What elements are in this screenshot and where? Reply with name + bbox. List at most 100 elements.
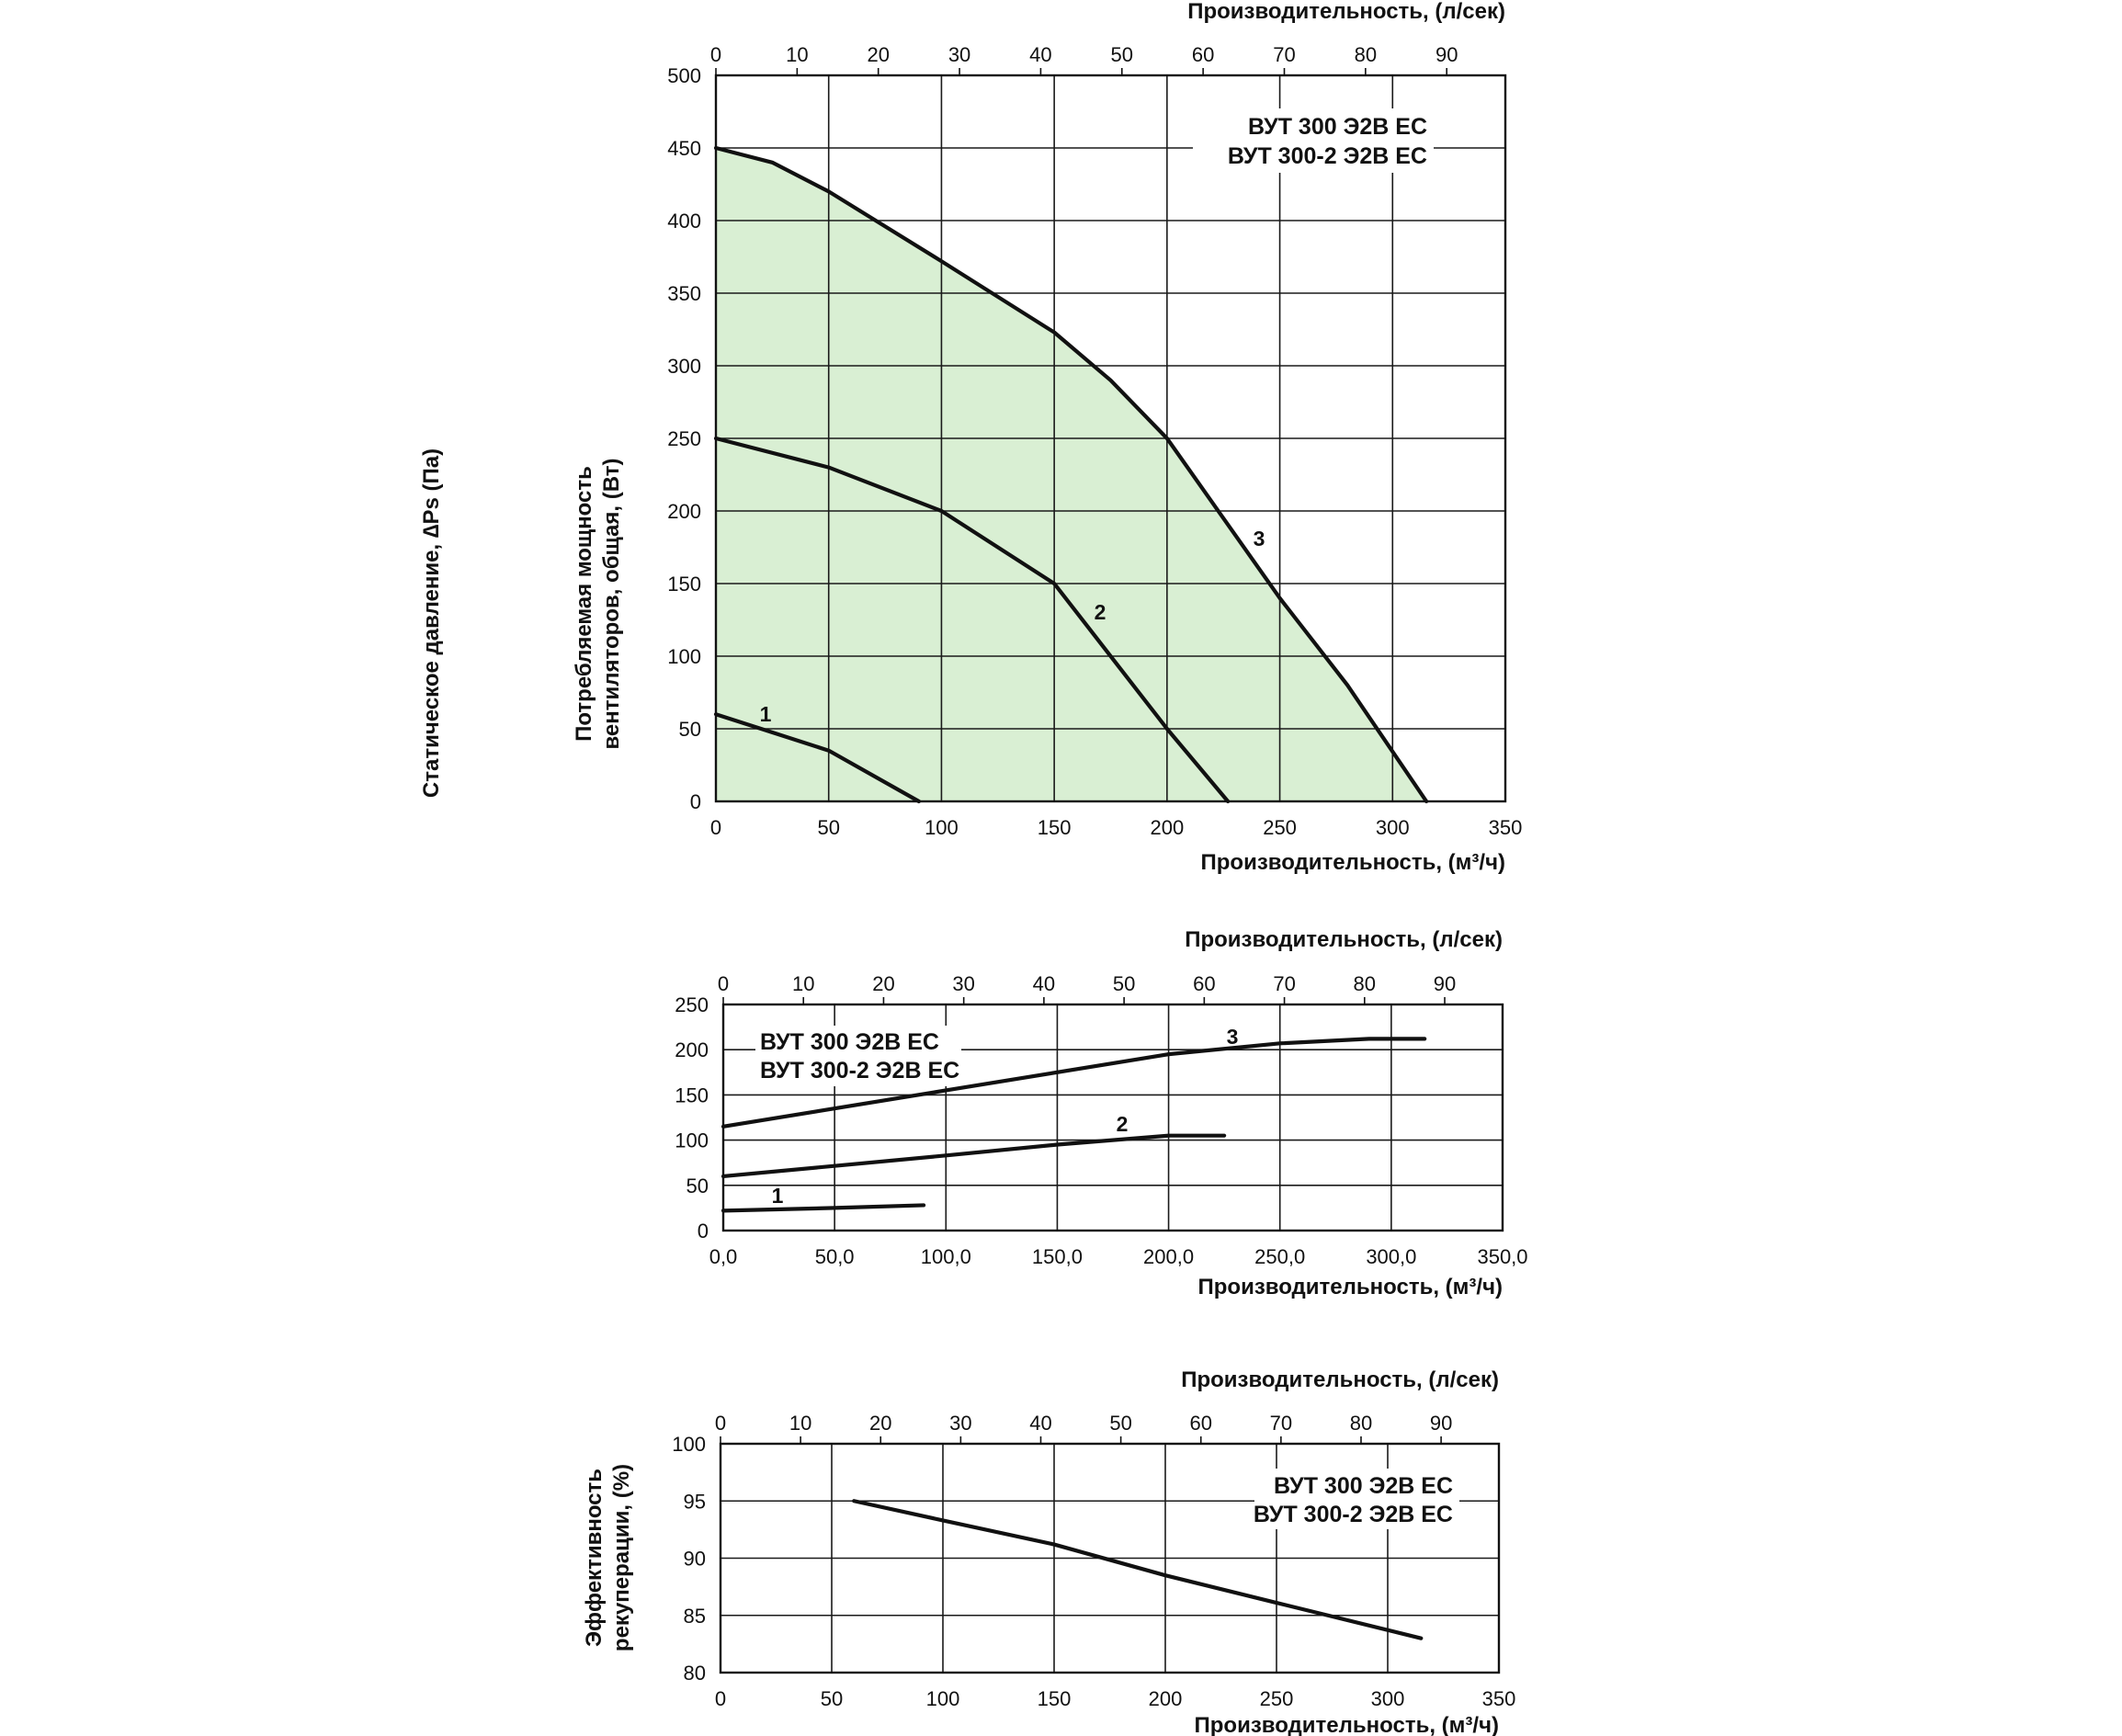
x-axis-tick-label: 100 bbox=[926, 1687, 960, 1710]
x-axis-title: Производительность, (м³/ч) bbox=[1195, 1713, 1500, 1736]
power-chart: 0 10 20 30 40 50 60 70 80 900,0 50,0 100,0 150,0 200,… bbox=[572, 458, 1528, 1299]
top-axis-tick-label: 20 bbox=[869, 1412, 891, 1435]
top-axis-title: Производительность, (л/сек) bbox=[1181, 1367, 1499, 1392]
top-axis-tick-label: 50 bbox=[1109, 1412, 1131, 1435]
top-axis-tick-label: 60 bbox=[1189, 1412, 1211, 1435]
curve-label: 2 bbox=[1095, 600, 1106, 624]
x-axis-tick-label: 350 bbox=[1482, 1687, 1516, 1710]
plot-frame bbox=[721, 1003, 1504, 1232]
x-axis-tick-label: 200 bbox=[1149, 1687, 1183, 1710]
top-axis-tick-label: 10 bbox=[786, 43, 808, 66]
top-axis-tick-label: 70 bbox=[1270, 1412, 1292, 1435]
model-label-background bbox=[755, 1026, 961, 1086]
top-axis-tick-label: 20 bbox=[872, 972, 894, 995]
top-axis-tick-label: 60 bbox=[1192, 43, 1214, 66]
model-name: ВУТ 300 Э2В ЕС bbox=[1248, 114, 1427, 140]
y-axis-tick-label: 300 bbox=[667, 355, 701, 378]
y-axis-tick-label: 50 bbox=[687, 1174, 709, 1197]
operating-area bbox=[716, 148, 1427, 801]
y-axis-tick-label: 250 bbox=[667, 427, 701, 450]
x-axis-tick-label: 300 bbox=[1371, 1687, 1405, 1710]
top-axis-tick-label: 90 bbox=[1435, 43, 1458, 66]
x-axis-tick-label: 50,0 bbox=[815, 1245, 855, 1268]
y-axis-tick-label: 50 bbox=[679, 718, 701, 741]
series-line bbox=[713, 145, 1429, 804]
series-line bbox=[721, 1037, 1427, 1129]
top-axis-title: Производительность, (л/сек) bbox=[1187, 0, 1505, 24]
x-axis-title: Производительность, (м³/ч) bbox=[1201, 850, 1506, 875]
y-axis-title: рекуперации, (%) bbox=[609, 1464, 634, 1651]
y-axis-tick-label: 95 bbox=[684, 1490, 706, 1513]
top-axis-tick-label: 90 bbox=[1434, 972, 1456, 995]
y-axis-tick-label: 450 bbox=[667, 137, 701, 160]
y-axis-tick-label: 85 bbox=[684, 1605, 706, 1628]
top-axis-tick-label: 0 bbox=[710, 43, 721, 66]
y-axis-tick-label: 0 bbox=[698, 1220, 709, 1242]
x-axis-tick-label: 300,0 bbox=[1366, 1245, 1416, 1268]
top-axis-tick-label: 30 bbox=[948, 43, 970, 66]
top-axis-tick-label: 60 bbox=[1193, 972, 1215, 995]
y-axis-tick-label: 400 bbox=[667, 210, 701, 233]
pressure-chart: 0 10 20 30 40 50 60 70 80 900 50 100 150 200 250 300 350… bbox=[419, 0, 1522, 875]
top-axis-tick-label: 80 bbox=[1355, 43, 1377, 66]
series-line bbox=[713, 712, 921, 804]
y-axis-tick-label: 80 bbox=[684, 1662, 706, 1685]
model-name: ВУТ 300-2 Э2В ЕС bbox=[760, 1058, 959, 1084]
top-axis-tick-label: 70 bbox=[1273, 43, 1295, 66]
x-axis-tick-label: 350 bbox=[1489, 816, 1523, 839]
series-line bbox=[721, 1203, 926, 1213]
x-axis-tick-label: 250 bbox=[1263, 816, 1297, 839]
top-axis-tick-label: 90 bbox=[1430, 1412, 1452, 1435]
x-axis-tick-label: 100 bbox=[925, 816, 959, 839]
top-axis-tick-label: 30 bbox=[952, 972, 974, 995]
y-axis-tick-label: 100 bbox=[672, 1433, 706, 1456]
x-axis-tick-label: 250,0 bbox=[1254, 1245, 1305, 1268]
x-axis-tick-label: 0,0 bbox=[709, 1245, 738, 1268]
x-axis-tick-label: 150 bbox=[1038, 816, 1072, 839]
top-axis-tick-label: 20 bbox=[867, 43, 889, 66]
top-axis-tick-label: 50 bbox=[1113, 972, 1135, 995]
x-axis-tick-label: 150 bbox=[1038, 1687, 1072, 1710]
top-axis-title: Производительность, (л/сек) bbox=[1185, 927, 1503, 952]
efficiency-chart: 0 10 20 30 40 50 60 70 80 90 0 50 100 150 200 250 300 350… bbox=[582, 1367, 1515, 1736]
model-label-background bbox=[1193, 108, 1434, 173]
top-axis-tick-label: 80 bbox=[1354, 972, 1376, 995]
plot-frame bbox=[719, 1442, 1501, 1674]
top-axis-tick-label: 30 bbox=[949, 1412, 971, 1435]
series-line bbox=[721, 1133, 1227, 1179]
curve-label: 3 bbox=[1254, 527, 1265, 550]
x-axis-tick-label: 200 bbox=[1150, 816, 1184, 839]
y-axis-tick-label: 90 bbox=[684, 1548, 706, 1571]
y-axis-tick-label: 200 bbox=[675, 1038, 709, 1061]
x-axis-tick-label: 150,0 bbox=[1032, 1245, 1083, 1268]
x-axis-tick-label: 350,0 bbox=[1477, 1245, 1527, 1268]
y-axis-tick-label: 150 bbox=[675, 1084, 709, 1106]
model-name: ВУТ 300-2 Э2В ЕС bbox=[1254, 1502, 1453, 1527]
y-axis-tick-label: 350 bbox=[667, 282, 701, 305]
top-axis-tick-label: 0 bbox=[715, 1412, 726, 1435]
y-axis-title: Потребляемая мощность bbox=[572, 466, 596, 742]
x-axis-tick-label: 300 bbox=[1376, 816, 1410, 839]
curve-label: 3 bbox=[1227, 1025, 1239, 1049]
x-axis-tick-label: 250 bbox=[1260, 1687, 1294, 1710]
model-name: ВУТ 300 Э2В ЕС bbox=[760, 1029, 939, 1055]
y-axis-tick-label: 0 bbox=[690, 790, 701, 813]
top-axis-tick-label: 80 bbox=[1350, 1412, 1372, 1435]
y-axis-tick-label: 150 bbox=[667, 573, 701, 596]
y-axis-tick-label: 100 bbox=[667, 645, 701, 668]
y-axis-title: Статическое давление, ∆Ps (Па) bbox=[419, 448, 444, 798]
model-name: ВУТ 300-2 Э2В ЕС bbox=[1228, 143, 1427, 169]
curve-label: 2 bbox=[1117, 1112, 1129, 1136]
top-axis-tick-label: 10 bbox=[792, 972, 814, 995]
x-axis-tick-label: 0 bbox=[710, 816, 721, 839]
series-line bbox=[852, 1499, 1424, 1640]
curve-label: 1 bbox=[772, 1184, 784, 1208]
x-axis-tick-label: 200,0 bbox=[1143, 1245, 1194, 1268]
x-axis-tick-label: 50 bbox=[821, 1687, 843, 1710]
y-axis-tick-label: 500 bbox=[667, 64, 701, 87]
top-axis-tick-label: 50 bbox=[1111, 43, 1133, 66]
top-axis-tick-label: 40 bbox=[1029, 43, 1051, 66]
top-axis-tick-label: 40 bbox=[1029, 1412, 1051, 1435]
x-axis-tick-label: 50 bbox=[817, 816, 839, 839]
